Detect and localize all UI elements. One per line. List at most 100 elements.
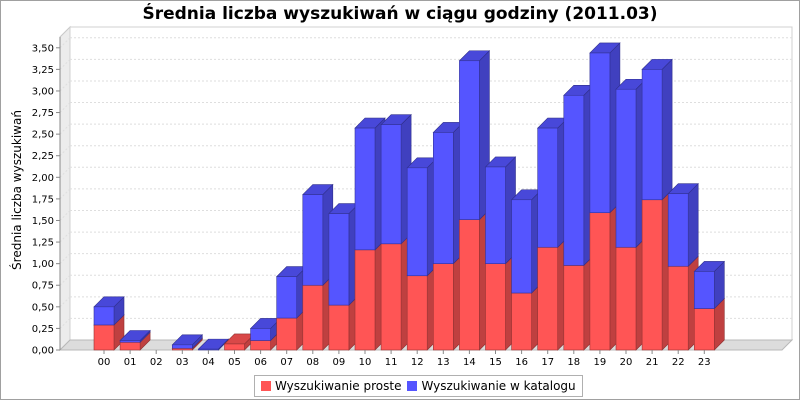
bar-front — [511, 199, 532, 294]
bar-front — [511, 292, 532, 351]
bar-front — [589, 212, 611, 351]
bar-front — [354, 127, 376, 251]
bar-simple-19 — [589, 201, 621, 351]
bar-front — [693, 308, 715, 351]
bar-simple-12 — [406, 265, 438, 351]
bar-front — [485, 166, 506, 264]
bar-front — [93, 324, 115, 351]
x-tick-label: 20 — [620, 357, 633, 368]
y-tick-label: 2,50 — [32, 130, 54, 141]
y-tick-label: 1,00 — [32, 259, 54, 270]
y-tick-label: 1,75 — [32, 194, 54, 205]
x-tick-label: 13 — [437, 357, 450, 368]
bar-front — [563, 265, 585, 351]
bar-simple-14 — [458, 208, 491, 351]
bar-side — [661, 58, 673, 201]
bar-front — [302, 284, 324, 351]
bar-front — [328, 213, 350, 306]
bar-catalog-03 — [171, 334, 204, 349]
bar-catalog-18 — [563, 84, 595, 267]
side-wall — [59, 25, 71, 352]
bar-simple-22 — [667, 255, 699, 351]
bar-front — [432, 132, 454, 264]
y-tick-label: 2,25 — [32, 151, 54, 162]
x-tick-label: 09 — [333, 357, 346, 368]
bar-front — [432, 263, 454, 351]
x-tick-label: 17 — [541, 357, 554, 368]
bar-side — [687, 182, 699, 267]
bar-simple-18 — [563, 254, 595, 351]
bar-front — [589, 52, 611, 214]
bar-front — [693, 271, 715, 309]
x-tick-label: 10 — [359, 357, 372, 368]
bar-front — [537, 246, 559, 351]
bar-front — [667, 193, 689, 267]
x-axis: 00 01 02 03 04 05 06 07 08 09 10 11 12 13 14 15 16 17 18 19… — [98, 350, 711, 368]
bar-front — [354, 249, 376, 351]
x-tick-label: 21 — [646, 357, 659, 368]
bar-catalog-14 — [458, 50, 491, 221]
bar-simple-21 — [641, 189, 673, 351]
x-tick-label: 01 — [124, 357, 137, 368]
x-tick-label: 04 — [202, 357, 215, 368]
bar-front — [224, 343, 245, 351]
x-tick-label: 00 — [98, 357, 111, 368]
x-tick-label: 11 — [385, 357, 398, 368]
bar-catalog-07 — [275, 265, 308, 319]
legend-label: Wyszukiwanie w katalogu — [421, 379, 576, 393]
x-tick-label: 15 — [489, 357, 502, 368]
legend-label: Wyszukiwanie proste — [275, 379, 402, 393]
bar-simple-11 — [380, 233, 412, 351]
bar-front — [276, 276, 298, 319]
bar-front — [119, 340, 141, 343]
y-tick-label: 0,50 — [32, 302, 54, 313]
x-tick-label: 14 — [463, 357, 476, 368]
x-tick-label: 07 — [280, 357, 293, 368]
y-tick-label: 2,75 — [32, 108, 54, 119]
bar-front — [119, 341, 141, 351]
bar-simple-17 — [536, 236, 569, 351]
x-tick-label: 12 — [411, 357, 424, 368]
bar-front — [380, 124, 402, 245]
y-axis: 0,00 0,25 0,50 0,75 1,00 1,25 1,50 1,75 2,00 2,25… — [32, 37, 61, 357]
y-tick-label: 0,25 — [32, 324, 54, 335]
bar-front — [93, 306, 115, 326]
y-tick-label: 1,25 — [32, 238, 54, 249]
bar-front — [641, 69, 663, 201]
bar-simple-08 — [302, 274, 334, 351]
bar-front — [459, 60, 480, 220]
x-tick-label: 05 — [228, 357, 241, 368]
bar-front — [641, 199, 663, 351]
x-tick-label: 08 — [306, 357, 319, 368]
x-tick-label: 22 — [672, 357, 685, 368]
bar-catalog-17 — [536, 117, 569, 248]
legend: Wyszukiwanie proste Wyszukiwanie w katal… — [254, 375, 583, 397]
bar-front — [380, 243, 402, 351]
bar-front — [615, 88, 637, 248]
bar-catalog-16 — [510, 189, 543, 294]
chart-title: Średnia liczba wyszukiwań w ciągu godzin… — [142, 4, 658, 24]
bar-front — [485, 263, 506, 351]
bar-front — [406, 275, 428, 351]
legend-swatch — [261, 381, 271, 391]
bar-catalog-08 — [302, 183, 334, 286]
bar-catalog-13 — [432, 121, 465, 265]
x-tick-label: 03 — [176, 357, 189, 368]
bar-catalog-19 — [589, 42, 621, 214]
bar-front — [537, 127, 559, 248]
bar-catalog-21 — [641, 58, 673, 201]
legend-swatch — [407, 381, 418, 391]
bar-front — [250, 340, 271, 351]
bar-front — [328, 304, 350, 351]
y-tick-label: 2,00 — [32, 173, 54, 184]
bar-catalog-22 — [667, 182, 699, 267]
bar-front — [563, 94, 585, 266]
x-tick-label: 16 — [515, 357, 528, 368]
bar-front — [406, 167, 428, 277]
bar-simple-13 — [432, 252, 465, 351]
y-tick-label: 3,50 — [32, 43, 54, 54]
bar-catalog-01 — [119, 329, 151, 343]
bar-front — [667, 265, 689, 351]
y-axis-label: Średnia liczba wyszukiwań — [9, 110, 24, 270]
y-tick-label: 1,50 — [32, 216, 54, 227]
